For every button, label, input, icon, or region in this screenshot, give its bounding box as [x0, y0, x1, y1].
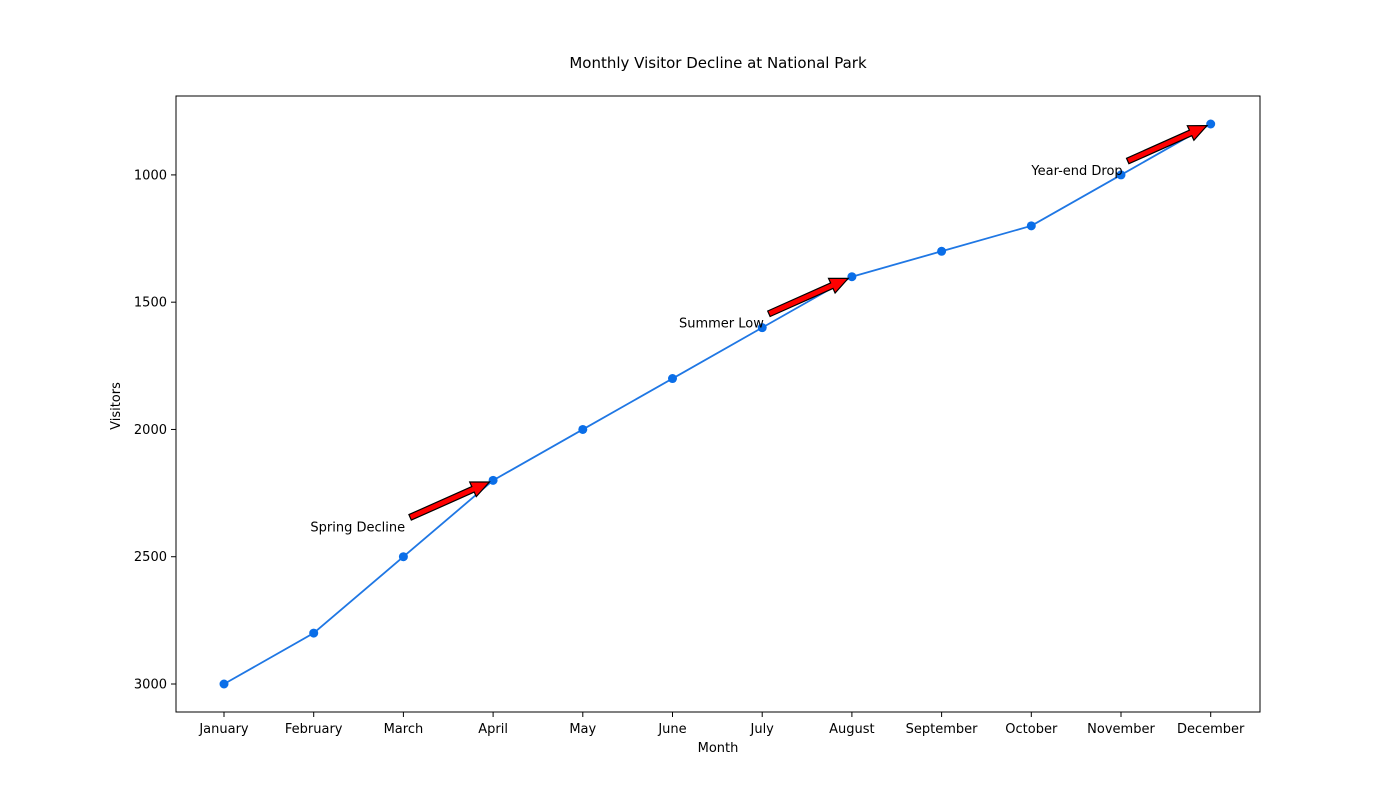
y-axis: 1000 1500 2000 2500 3000 — [134, 168, 176, 693]
annotation-layer: Spring Decline Summer Low Year-end Drop — [310, 124, 1209, 535]
data-point — [1026, 221, 1036, 231]
x-tick-label: December — [1177, 722, 1245, 737]
annotation-arrow — [408, 481, 491, 521]
data-point — [1206, 119, 1216, 129]
data-point — [578, 424, 588, 434]
x-axis-label: Month — [698, 741, 739, 756]
x-tick-label: June — [657, 722, 686, 737]
y-tick-label: 2000 — [134, 423, 167, 438]
x-tick-label: January — [198, 722, 249, 737]
y-tick-label: 1000 — [134, 168, 167, 183]
x-tick-label: October — [1005, 722, 1058, 737]
x-tick-label: November — [1087, 722, 1155, 737]
annotation-arrow — [766, 277, 850, 318]
x-tick-label: September — [906, 722, 979, 737]
x-tick-label: July — [750, 722, 775, 737]
annotation-label: Spring Decline — [310, 520, 405, 535]
plot-frame — [175, 95, 1261, 713]
annotation-label: Summer Low — [679, 317, 764, 332]
data-point — [1116, 170, 1126, 180]
y-tick-label: 3000 — [134, 678, 167, 693]
y-tick-label: 2500 — [134, 550, 167, 565]
x-tick-label: April — [478, 722, 508, 737]
data-point — [937, 246, 947, 256]
annotation-arrow — [1125, 124, 1209, 165]
data-point — [668, 374, 677, 384]
chart-title: Monthly Visitor Decline at National Park — [569, 54, 867, 72]
x-tick-label: May — [569, 722, 596, 737]
x-axis: January February March April May June July Augu… — [198, 712, 1245, 737]
y-tick-label: 1500 — [134, 296, 167, 311]
y-axis-label: Visitors — [109, 382, 124, 430]
x-tick-label: February — [285, 722, 343, 737]
x-tick-label: March — [384, 722, 424, 737]
data-point — [757, 323, 767, 333]
annotation-label: Year-end Drop — [1030, 164, 1122, 179]
data-point — [488, 475, 498, 485]
data-point — [847, 272, 857, 282]
data-point — [219, 679, 229, 689]
series-layer — [219, 119, 1216, 689]
series-line — [223, 123, 1212, 685]
data-point — [309, 628, 319, 638]
x-tick-label: August — [829, 722, 875, 737]
data-point — [398, 552, 408, 562]
